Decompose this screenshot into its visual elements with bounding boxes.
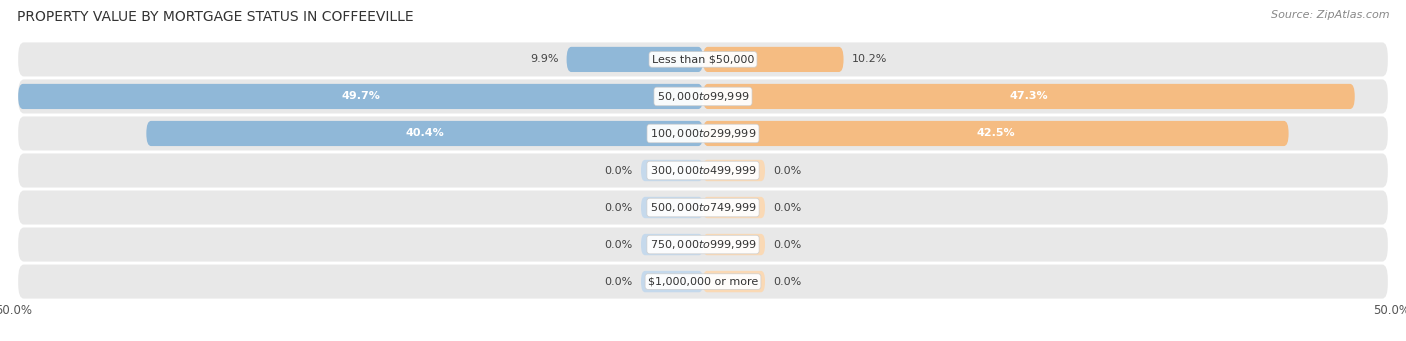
FancyBboxPatch shape bbox=[703, 234, 765, 255]
FancyBboxPatch shape bbox=[703, 47, 844, 72]
Text: 0.0%: 0.0% bbox=[605, 203, 633, 212]
Text: 0.0%: 0.0% bbox=[773, 239, 801, 250]
FancyBboxPatch shape bbox=[703, 121, 1289, 146]
Text: 0.0%: 0.0% bbox=[773, 203, 801, 212]
Text: 0.0%: 0.0% bbox=[773, 165, 801, 176]
FancyBboxPatch shape bbox=[703, 271, 765, 292]
Text: $750,000 to $999,999: $750,000 to $999,999 bbox=[650, 238, 756, 251]
FancyBboxPatch shape bbox=[703, 160, 765, 181]
Text: 10.2%: 10.2% bbox=[852, 55, 887, 64]
FancyBboxPatch shape bbox=[703, 197, 765, 218]
FancyBboxPatch shape bbox=[18, 191, 1388, 225]
Text: 0.0%: 0.0% bbox=[605, 277, 633, 286]
Text: $1,000,000 or more: $1,000,000 or more bbox=[648, 277, 758, 286]
FancyBboxPatch shape bbox=[703, 84, 1355, 109]
Text: $500,000 to $749,999: $500,000 to $749,999 bbox=[650, 201, 756, 214]
Text: 0.0%: 0.0% bbox=[605, 239, 633, 250]
Text: 0.0%: 0.0% bbox=[773, 277, 801, 286]
FancyBboxPatch shape bbox=[18, 84, 703, 109]
Text: 49.7%: 49.7% bbox=[342, 91, 380, 102]
Text: 0.0%: 0.0% bbox=[605, 165, 633, 176]
FancyBboxPatch shape bbox=[18, 42, 1388, 76]
FancyBboxPatch shape bbox=[641, 160, 703, 181]
Text: Source: ZipAtlas.com: Source: ZipAtlas.com bbox=[1271, 10, 1389, 20]
FancyBboxPatch shape bbox=[641, 271, 703, 292]
Text: 9.9%: 9.9% bbox=[530, 55, 558, 64]
Text: 47.3%: 47.3% bbox=[1010, 91, 1049, 102]
Text: $50,000 to $99,999: $50,000 to $99,999 bbox=[657, 90, 749, 103]
Text: Less than $50,000: Less than $50,000 bbox=[652, 55, 754, 64]
FancyBboxPatch shape bbox=[18, 153, 1388, 188]
Text: $300,000 to $499,999: $300,000 to $499,999 bbox=[650, 164, 756, 177]
FancyBboxPatch shape bbox=[18, 265, 1388, 299]
FancyBboxPatch shape bbox=[567, 47, 703, 72]
FancyBboxPatch shape bbox=[18, 79, 1388, 114]
Text: PROPERTY VALUE BY MORTGAGE STATUS IN COFFEEVILLE: PROPERTY VALUE BY MORTGAGE STATUS IN COF… bbox=[17, 10, 413, 24]
FancyBboxPatch shape bbox=[18, 227, 1388, 262]
FancyBboxPatch shape bbox=[146, 121, 703, 146]
Text: 40.4%: 40.4% bbox=[405, 129, 444, 138]
FancyBboxPatch shape bbox=[641, 234, 703, 255]
Text: 42.5%: 42.5% bbox=[977, 129, 1015, 138]
FancyBboxPatch shape bbox=[18, 116, 1388, 150]
Text: $100,000 to $299,999: $100,000 to $299,999 bbox=[650, 127, 756, 140]
FancyBboxPatch shape bbox=[641, 197, 703, 218]
